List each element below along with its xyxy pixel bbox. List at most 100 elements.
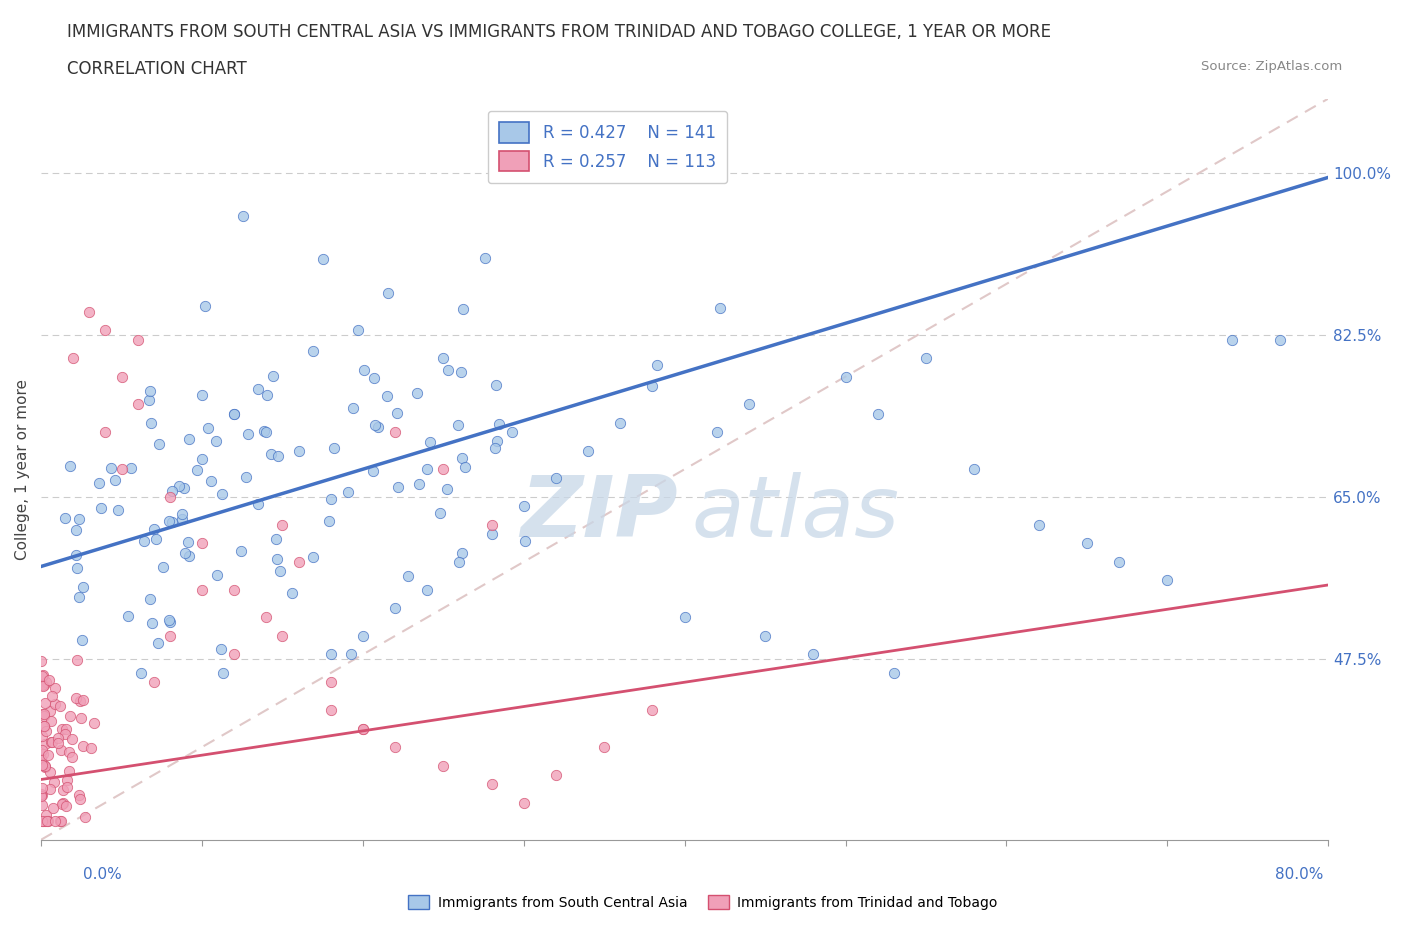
Point [49, 814, 72, 829]
Point [51, 742, 73, 757]
Point [139, 415, 162, 430]
Point [90, 500, 112, 515]
Point [224, 406, 246, 421]
Point [451, 450, 474, 465]
Point [301, 343, 323, 358]
Point [31, 798, 53, 813]
Point [173, 481, 195, 496]
Point [100, 460, 122, 475]
Point [353, 362, 375, 377]
Y-axis label: College, 1 year or more: College, 1 year or more [15, 379, 30, 560]
Point [501, 425, 523, 440]
Point [432, 758, 454, 773]
Point [319, 675, 342, 690]
Point [801, 647, 824, 662]
Point [67, 788, 90, 803]
Point [39, 735, 62, 750]
Point [52, 782, 75, 797]
Point [384, 739, 406, 754]
Point [55, 799, 77, 814]
Point [127, 332, 149, 347]
Point [706, 425, 728, 440]
Point [31, 788, 53, 803]
Point [377, 286, 399, 300]
Point [66, 561, 89, 576]
Point [609, 416, 631, 431]
Point [1076, 536, 1098, 551]
Point [58, 764, 80, 778]
Point [224, 406, 246, 421]
Point [120, 460, 142, 475]
Point [72, 738, 94, 753]
Point [35, 807, 58, 822]
Point [79, 304, 101, 319]
Point [60, 750, 83, 764]
Point [67, 590, 90, 604]
Point [450, 365, 472, 379]
Text: Source: ZipAtlas.com: Source: ZipAtlas.com [1202, 60, 1343, 73]
Point [167, 478, 190, 493]
Point [31, 814, 53, 829]
Point [172, 507, 194, 522]
Point [211, 641, 233, 656]
Point [253, 423, 276, 438]
Point [34, 719, 56, 734]
Point [436, 481, 458, 496]
Point [69, 711, 91, 725]
Point [485, 378, 508, 392]
Point [205, 433, 228, 448]
Point [31, 707, 53, 722]
Point [377, 388, 399, 403]
Point [269, 564, 291, 578]
Point [65, 691, 87, 706]
Point [60, 731, 83, 746]
Point [396, 568, 419, 583]
Point [1156, 573, 1178, 588]
Point [30, 787, 52, 802]
Point [367, 419, 389, 434]
Point [142, 675, 165, 690]
Point [162, 515, 184, 530]
Point [191, 388, 214, 403]
Point [416, 462, 439, 477]
Point [72, 579, 94, 594]
Point [72, 632, 94, 647]
Point [52, 796, 75, 811]
Point [754, 629, 776, 644]
Point [453, 301, 475, 316]
Point [271, 629, 294, 644]
Point [107, 502, 129, 517]
Text: 0.0%: 0.0% [83, 867, 122, 882]
Point [131, 666, 153, 681]
Point [32, 814, 55, 829]
Point [387, 405, 409, 420]
Point [256, 388, 278, 403]
Point [186, 463, 208, 478]
Point [46, 736, 69, 751]
Point [48, 731, 70, 746]
Point [364, 418, 387, 432]
Point [44, 814, 66, 829]
Point [139, 383, 162, 398]
Point [915, 351, 938, 365]
Legend: Immigrants from South Central Asia, Immigrants from Trinidad and Tobago: Immigrants from South Central Asia, Immi… [404, 890, 1002, 916]
Point [287, 444, 309, 458]
Point [1108, 554, 1130, 569]
Point [352, 721, 374, 736]
Point [31, 742, 53, 757]
Point [384, 601, 406, 616]
Point [31, 679, 53, 694]
Text: 80.0%: 80.0% [1275, 867, 1323, 882]
Point [340, 646, 363, 661]
Point [34, 759, 56, 774]
Point [34, 724, 56, 738]
Point [159, 629, 181, 644]
Point [262, 368, 284, 383]
Point [69, 694, 91, 709]
Point [162, 484, 184, 498]
Point [363, 370, 385, 385]
Legend: R = 0.427    N = 141, R = 0.257    N = 113: R = 0.427 N = 141, R = 0.257 N = 113 [488, 111, 727, 183]
Point [236, 427, 259, 442]
Point [342, 400, 364, 415]
Point [323, 441, 346, 456]
